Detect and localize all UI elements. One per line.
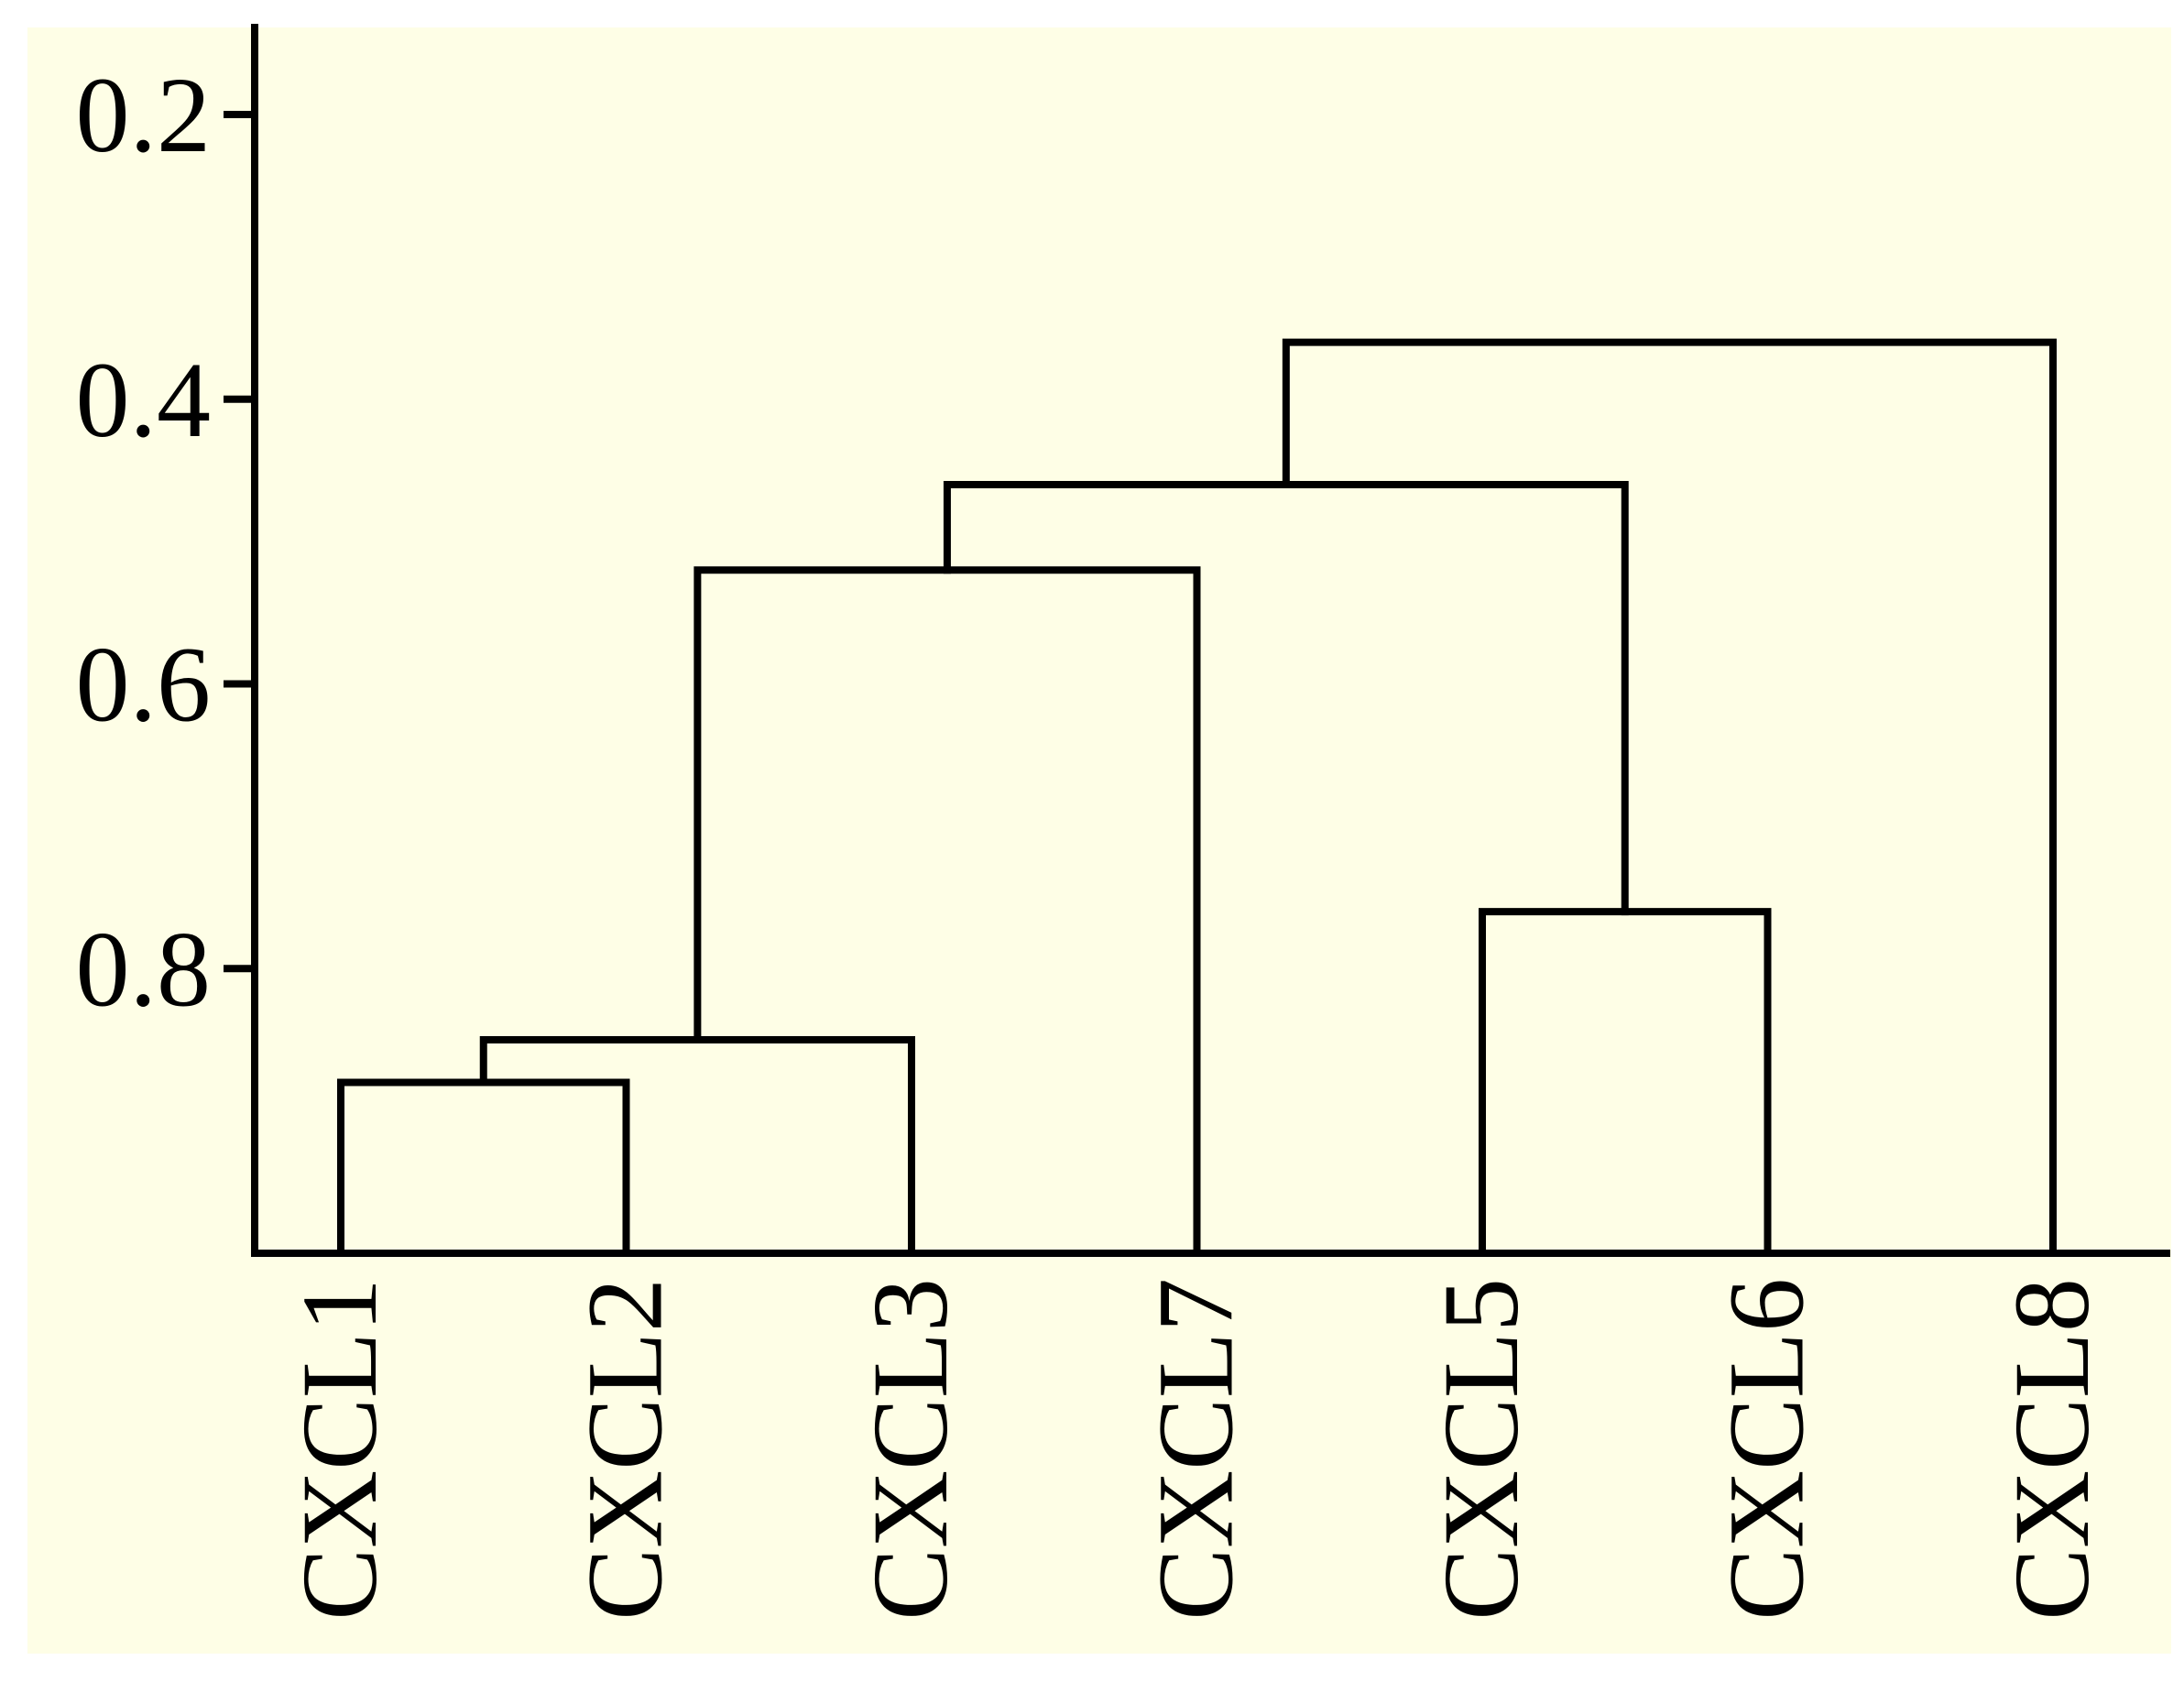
plot-background bbox=[27, 27, 2171, 1654]
leaf-label-cxcl2: CXCL2 bbox=[565, 1278, 685, 1621]
y-tick-label: 0.4 bbox=[76, 340, 212, 460]
leaf-label-cxcl8: CXCL8 bbox=[1992, 1278, 2112, 1621]
leaf-label-cxcl1: CXCL1 bbox=[279, 1278, 399, 1621]
y-axis: 0.2 0.4 0.6 0.8 bbox=[76, 24, 2170, 1257]
y-tick-label: 0.6 bbox=[76, 625, 212, 745]
leaf-label-cxcl5: CXCL5 bbox=[1421, 1278, 1541, 1621]
leaf-label-cxcl3: CXCL3 bbox=[850, 1278, 970, 1621]
leaf-label-cxcl7: CXCL7 bbox=[1136, 1278, 1256, 1621]
dendrogram-link-6 bbox=[1282, 338, 2057, 1257]
dendrogram-links bbox=[337, 338, 2057, 1257]
leaf-labels: CXCL1 CXCL2 CXCL3 CXCL7 CXCL5 CXCL6 CXCL8 bbox=[279, 1278, 2112, 1621]
y-tick-label: 0.2 bbox=[76, 55, 212, 175]
leaf-label-cxcl6: CXCL6 bbox=[1707, 1278, 1827, 1621]
y-tick-label: 0.8 bbox=[76, 909, 212, 1029]
